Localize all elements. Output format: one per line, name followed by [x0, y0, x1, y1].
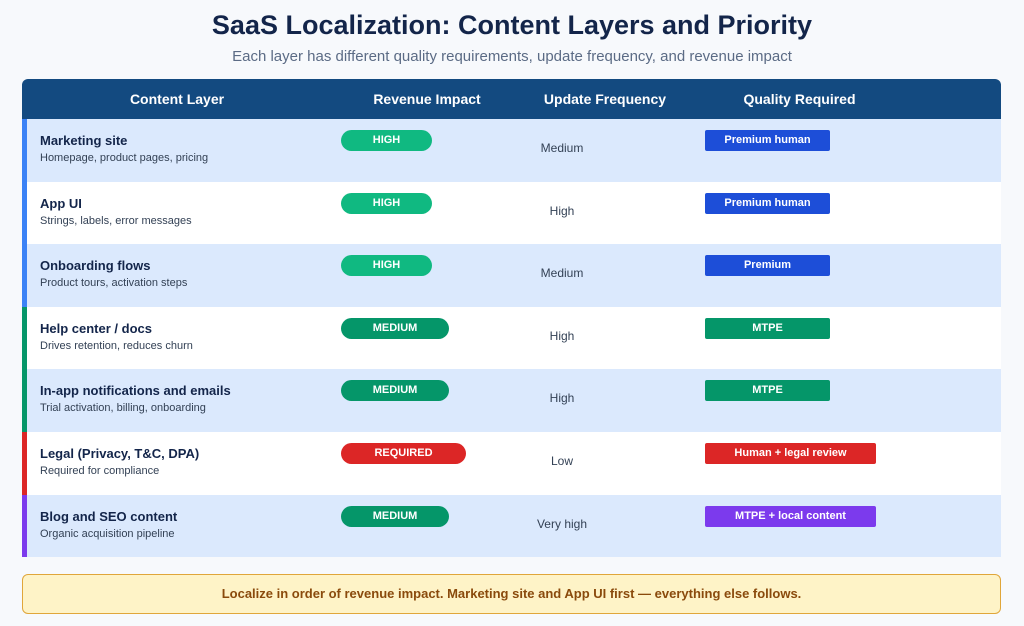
- revenue-badge: HIGH: [341, 130, 432, 151]
- layer-description: Product tours, activation steps: [40, 277, 188, 290]
- layer-name: Legal (Privacy, T&C, DPA): [40, 445, 200, 461]
- column-header-revenue: Revenue Impact: [373, 91, 481, 107]
- quality-badge: Premium human: [705, 192, 830, 214]
- revenue-badge: MEDIUM: [341, 505, 449, 527]
- table-header: Content Layer Revenue Impact Update Freq…: [22, 79, 1001, 119]
- update-frequency: Medium: [540, 141, 584, 155]
- layer-name: In-app notifications and emails: [40, 383, 231, 399]
- quality-badge: MTPE: [705, 317, 830, 339]
- footer-callout: Localize in order of revenue impact. Mar…: [22, 574, 1001, 614]
- quality-badge: Human + legal review: [705, 442, 876, 464]
- table-row: App UI Strings, labels, error messages H…: [22, 181, 1001, 245]
- table-row: In-app notifications and emails Trial ac…: [22, 369, 1001, 432]
- table-body: Marketing site Homepage, product pages, …: [22, 119, 1001, 558]
- update-frequency: High: [549, 391, 575, 406]
- revenue-badge: MEDIUM: [341, 317, 449, 339]
- layer-name: Onboarding flows: [40, 258, 151, 274]
- layer-name: Help center / docs: [40, 320, 152, 336]
- layer-description: Drives retention, reduces churn: [40, 339, 193, 352]
- table-row: Onboarding flows Product tours, activati…: [22, 244, 1001, 307]
- layer-description: Homepage, product pages, pricing: [40, 152, 209, 164]
- quality-badge: Premium human: [705, 130, 830, 151]
- quality-badge: MTPE + local content: [705, 505, 876, 527]
- update-frequency: High: [549, 328, 575, 343]
- layer-description: Strings, labels, error messages: [40, 214, 192, 227]
- layer-name: Marketing site: [40, 133, 128, 148]
- update-frequency: Low: [550, 453, 573, 468]
- revenue-badge: HIGH: [341, 192, 432, 214]
- revenue-badge: HIGH: [341, 255, 432, 277]
- quality-badge: Premium: [705, 255, 830, 277]
- page-title: SaaS Localization: Content Layers and Pr…: [211, 10, 813, 40]
- quality-badge: MTPE: [705, 380, 830, 402]
- column-header-layer: Content Layer: [129, 91, 225, 107]
- layer-description: Organic acquisition pipeline: [40, 527, 175, 540]
- revenue-badge: REQUIRED: [341, 442, 466, 464]
- column-header-frequency: Update Frequency: [543, 91, 667, 107]
- layer-description: Required for compliance: [40, 464, 160, 477]
- revenue-badge: MEDIUM: [341, 380, 449, 402]
- layer-name: App UI: [40, 195, 82, 211]
- table-row: Marketing site Homepage, product pages, …: [22, 119, 1001, 182]
- priority-table: Content Layer Revenue Impact Update Freq…: [22, 79, 1001, 558]
- update-frequency: Medium: [540, 266, 584, 281]
- layer-description: Trial activation, billing, onboarding: [40, 402, 206, 415]
- update-frequency: High: [549, 203, 575, 218]
- table-row: Blog and SEO content Organic acquisition…: [22, 494, 1001, 558]
- column-header-quality: Quality Required: [743, 91, 856, 107]
- layer-name: Blog and SEO content: [40, 508, 178, 524]
- update-frequency: Very high: [536, 516, 588, 531]
- page-subtitle: Each layer has different quality require…: [232, 48, 792, 65]
- table-row: Help center / docs Drives retention, red…: [22, 306, 1001, 370]
- table-row: Legal (Privacy, T&C, DPA) Required for c…: [22, 431, 1001, 495]
